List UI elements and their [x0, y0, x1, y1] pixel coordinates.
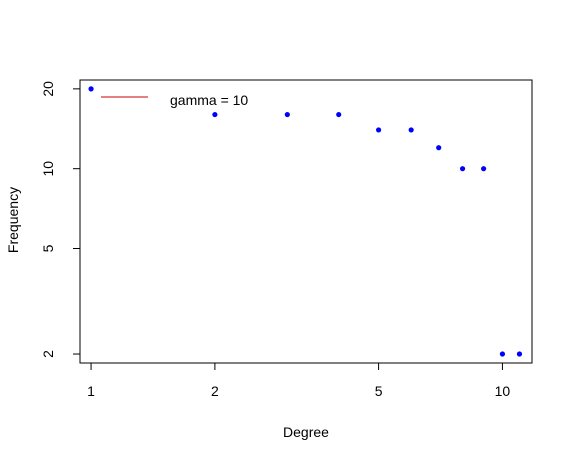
x-tick-label: 10: [495, 383, 511, 399]
data-point: [284, 111, 290, 118]
x-tick-label: 1: [87, 383, 95, 399]
legend: gamma = 10: [101, 92, 248, 108]
y-tick-label: 20: [40, 81, 56, 97]
data-point: [459, 166, 466, 172]
y-axis: 2 5 10 20: [40, 81, 80, 358]
y-tick-label: 2: [40, 350, 56, 358]
data-point: [436, 145, 442, 151]
data-point: [375, 127, 382, 133]
data-points: [88, 86, 523, 357]
legend-entry-label: gamma = 10: [170, 92, 248, 108]
data-point: [408, 127, 414, 133]
x-axis-label: Degree: [283, 424, 329, 440]
x-tick-label: 2: [211, 383, 219, 399]
data-point: [88, 86, 94, 92]
data-point: [212, 111, 218, 118]
x-axis: 1 2 5 10: [87, 363, 510, 399]
y-tick-label: 5: [40, 244, 56, 252]
y-axis-label: Frequency: [5, 187, 21, 253]
x-tick-label: 5: [375, 383, 383, 399]
plot-frame: [79, 79, 533, 364]
data-point: [516, 351, 523, 357]
data-point: [499, 351, 506, 357]
y-tick-label: 10: [40, 161, 56, 177]
data-point: [481, 166, 487, 172]
data-point: [336, 111, 342, 118]
